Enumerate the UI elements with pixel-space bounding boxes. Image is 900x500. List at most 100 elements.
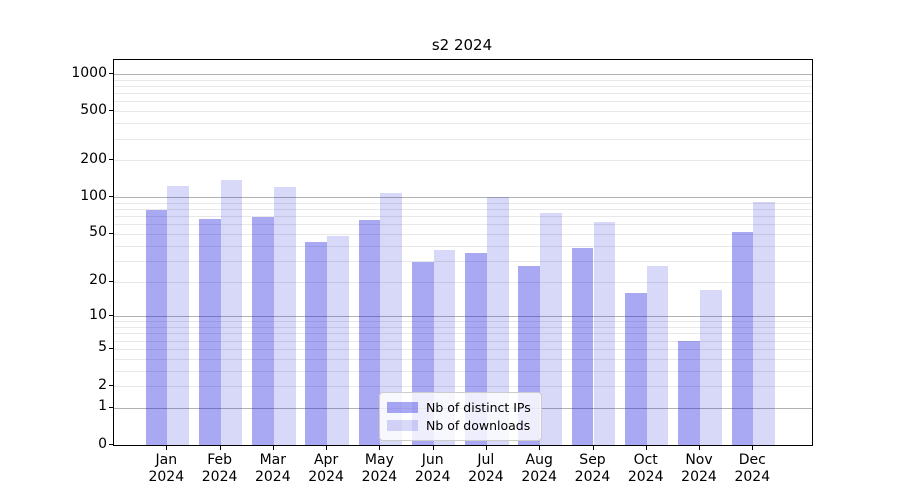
x-tick-month: Mar xyxy=(259,452,287,468)
y-tick-label: 5 xyxy=(98,339,107,356)
x-tick-mark xyxy=(326,446,328,450)
x-tick-year: 2024 xyxy=(201,468,238,485)
minor-gridline xyxy=(114,386,812,387)
x-tick-year: 2024 xyxy=(627,468,664,485)
minor-gridline xyxy=(114,216,812,218)
bar-jan-downloads xyxy=(167,185,190,445)
y-tick-label: 50 xyxy=(89,224,107,241)
y-tick-mark xyxy=(109,73,113,74)
x-tick-month: Feb xyxy=(207,452,232,468)
x-tick-year: 2024 xyxy=(574,468,611,485)
major-gridline xyxy=(114,197,812,199)
minor-gridline xyxy=(114,86,812,87)
x-tick-mark xyxy=(272,446,274,450)
minor-gridline xyxy=(114,370,812,372)
bar-oct-downloads xyxy=(646,266,669,445)
major-gridline xyxy=(114,74,812,75)
minor-gridline xyxy=(114,79,812,81)
x-tick-mark xyxy=(699,446,700,450)
legend-label: Nb of distinct IPs xyxy=(426,399,531,415)
bar-dec-distinct-ips xyxy=(731,231,754,445)
x-tick-year: 2024 xyxy=(308,468,344,485)
y-tick-mark xyxy=(109,232,113,234)
y-tick-label: 100 xyxy=(80,187,107,204)
y-tick-label: 0 xyxy=(98,435,107,452)
minor-gridline xyxy=(114,321,812,323)
minor-gridline xyxy=(114,209,812,210)
legend-entry: Nb of distinct IPs xyxy=(387,399,531,416)
x-tick-year: 2024 xyxy=(521,468,558,485)
minor-gridline xyxy=(114,281,812,283)
minor-gridline xyxy=(114,245,812,247)
x-tick-year: 2024 xyxy=(254,468,291,485)
minor-gridline xyxy=(114,348,812,350)
bar-apr-distinct-ips xyxy=(305,241,328,445)
bar-apr-downloads xyxy=(327,236,349,445)
minor-gridline xyxy=(114,123,812,125)
y-tick-label: 1000 xyxy=(71,64,107,81)
bar-oct-distinct-ips xyxy=(624,292,647,445)
bar-jul-downloads xyxy=(486,197,509,445)
x-tick-month: Dec xyxy=(738,452,766,468)
legend-label: Nb of downloads xyxy=(426,417,531,433)
y-tick-label: 1 xyxy=(98,398,107,415)
x-tick-month: Nov xyxy=(685,452,713,468)
minor-gridline xyxy=(114,160,812,162)
x-tick-label: Jan 2024 xyxy=(148,452,184,485)
minor-gridline xyxy=(114,260,812,262)
x-tick-mark xyxy=(645,446,647,450)
legend-swatch xyxy=(387,420,418,431)
bar-mar-distinct-ips xyxy=(252,216,274,445)
minor-gridline xyxy=(114,333,812,335)
y-tick-mark xyxy=(109,385,113,386)
minor-gridline xyxy=(114,327,812,328)
x-tick-label: Jul 2024 xyxy=(468,452,504,485)
minor-gridline xyxy=(114,93,812,95)
x-tick-year: 2024 xyxy=(414,468,451,485)
y-tick-label: 2 xyxy=(98,376,107,393)
x-tick-year: 2024 xyxy=(681,468,717,485)
plot-area: Nb of distinct IPs Nb of downloads xyxy=(113,59,813,446)
x-tick-month: May xyxy=(364,452,394,468)
x-tick-mark xyxy=(485,446,487,450)
minor-gridline xyxy=(114,111,812,113)
minor-gridline xyxy=(114,138,812,140)
legend-entry: Nb of downloads xyxy=(387,417,531,434)
bar-may-downloads xyxy=(380,192,403,445)
x-tick-mark xyxy=(379,446,381,450)
x-tick-label: Aug 2024 xyxy=(521,452,557,485)
x-tick-year: 2024 xyxy=(734,468,771,485)
legend: Nb of distinct IPs Nb of downloads xyxy=(379,392,542,441)
y-tick-mark xyxy=(109,159,113,161)
x-tick-label: Jun 2024 xyxy=(415,452,451,485)
y-tick-label: 10 xyxy=(89,306,107,323)
x-tick-label: Apr 2024 xyxy=(308,452,344,485)
bar-may-distinct-ips xyxy=(358,220,381,445)
x-tick-label: Sep 2024 xyxy=(575,452,611,485)
x-tick-month: Sep xyxy=(579,452,606,468)
bar-nov-distinct-ips xyxy=(678,340,700,445)
y-tick-label: 200 xyxy=(80,150,107,167)
x-tick-mark xyxy=(592,446,594,450)
y-tick-mark xyxy=(109,110,113,112)
x-tick-label: Dec 2024 xyxy=(734,452,770,485)
x-tick-label: Mar 2024 xyxy=(255,452,291,485)
bar-jan-distinct-ips xyxy=(145,209,168,445)
x-tick-month: Apr xyxy=(313,452,339,468)
x-tick-month: Jun xyxy=(421,452,444,468)
x-tick-mark xyxy=(432,446,434,450)
y-tick-label: 20 xyxy=(89,272,107,288)
x-tick-label: Oct 2024 xyxy=(628,452,664,485)
legend-swatch xyxy=(387,402,418,413)
major-gridline xyxy=(114,316,812,318)
bar-feb-distinct-ips xyxy=(198,219,221,445)
bar-mar-downloads xyxy=(273,187,296,445)
x-tick-mark xyxy=(539,446,541,450)
minor-gridline xyxy=(114,233,812,235)
y-tick-mark xyxy=(109,196,113,198)
x-tick-mark xyxy=(752,446,754,450)
x-tick-month: Jan xyxy=(155,452,178,468)
minor-gridline xyxy=(114,101,812,103)
x-tick-mark xyxy=(166,446,168,450)
minor-gridline xyxy=(114,358,812,360)
